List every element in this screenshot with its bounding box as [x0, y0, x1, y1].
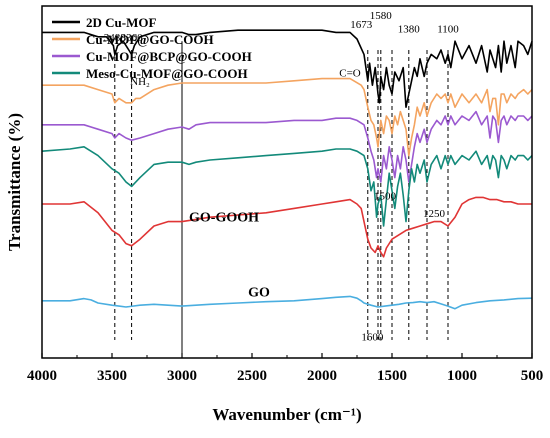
y-axis-label: Transmittance (%)	[5, 113, 24, 251]
annotation-2: NH₂	[130, 76, 150, 88]
series-line-1	[42, 29, 533, 108]
legend-label-3: Cu-MOF@BCP@GO-COOH	[86, 49, 252, 64]
series-line-4	[41, 146, 533, 227]
x-tick-label-2500: 2500	[237, 368, 267, 384]
spectra-lines	[41, 29, 533, 310]
series-line-5	[42, 196, 532, 258]
x-axis-ticks: 4000 3500 3000 2500 2000 1500 1000 500	[27, 353, 543, 384]
series-line-6	[42, 295, 533, 310]
annotation-0: 3480	[104, 32, 127, 44]
annotation-12: GO	[248, 285, 270, 300]
annotation-4: 1580	[370, 10, 393, 22]
annotation-11: GO-GOOH	[189, 211, 259, 226]
x-tick-label-500: 500	[521, 368, 544, 384]
x-tick-label-4000: 4000	[27, 368, 57, 384]
series-line-3	[42, 110, 533, 183]
reference-lines	[114, 41, 449, 358]
annotation-1: 3360	[121, 32, 144, 44]
annotation-10: 1600	[361, 331, 384, 343]
legend: 2D Cu-MOF Cu-MOF@GO-COOH Cu-MOF@BCP@GO-COO…	[52, 15, 252, 81]
legend-label-2: Cu-MOF@GO-COOH	[86, 32, 214, 47]
annotation-8: 1500	[374, 191, 397, 203]
x-tick-label-3500: 3500	[97, 368, 127, 384]
legend-label-4: Meso-Cu-MOF@GO-COOH	[86, 66, 248, 81]
legend-label-1: 2D Cu-MOF	[86, 15, 156, 30]
x-tick-label-1500: 1500	[377, 368, 407, 384]
x-axis-label: Wavenumber (cm⁻¹)	[212, 405, 361, 424]
x-tick-label-3000: 3000	[167, 368, 197, 384]
annotation-6: 1100	[437, 23, 459, 35]
annotation-3: 1673	[350, 19, 373, 31]
x-tick-label-2000: 2000	[307, 368, 337, 384]
annotation-5: 1380	[398, 23, 421, 35]
x-tick-label-1000: 1000	[447, 368, 477, 384]
annotation-7: C=O	[339, 67, 361, 79]
annotation-9: 1250	[423, 208, 446, 220]
series-line-2	[42, 77, 533, 157]
